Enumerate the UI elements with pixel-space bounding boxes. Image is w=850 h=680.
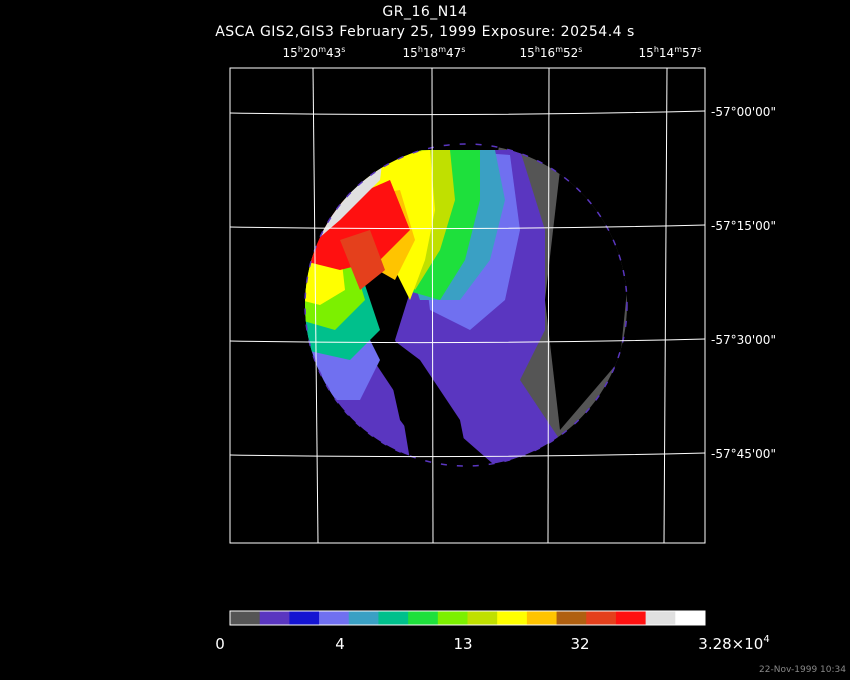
- ra-labels: 15h20m43s 15h18m47s 15h16m52s 15h14m57s: [283, 45, 702, 60]
- ra-value: 52: [563, 46, 578, 60]
- ra-unit: s: [341, 45, 345, 54]
- ra-label: 15h16m52s: [520, 45, 583, 60]
- colorbar-swatch: [437, 611, 468, 625]
- sky-image: [305, 144, 627, 466]
- ra-value: 15: [639, 46, 654, 60]
- title: GR_16_N14: [382, 4, 467, 20]
- ra-unit: h: [418, 45, 423, 54]
- colorbar-swatch: [408, 611, 439, 625]
- image-region: [229, 452, 706, 458]
- ra-unit: h: [535, 45, 540, 54]
- image-region: [663, 67, 668, 544]
- ra-value: 18: [423, 46, 438, 60]
- ra-label: 15h14m57s: [639, 45, 702, 60]
- colorbar-swatch: [467, 611, 498, 625]
- dec-label: -57°00'00": [711, 105, 776, 119]
- timestamp: 22-Nov-1999 10:34: [759, 665, 846, 675]
- colorbar-label: 0: [215, 635, 225, 653]
- colorbar-swatch: [348, 611, 379, 625]
- image-region: [547, 67, 550, 544]
- colorbar-swatch: [230, 611, 261, 625]
- dec-labels: -57°00'00" -57°15'00" -57°30'00" -57°45'00": [711, 105, 776, 461]
- colorbar-swatch: [289, 611, 320, 625]
- ra-value: 20: [303, 46, 318, 60]
- dec-label: -57°15'00": [711, 219, 776, 233]
- ra-label: 15h20m43s: [283, 45, 346, 60]
- colorbar-swatch: [319, 611, 350, 625]
- colorbar-label: 4: [335, 635, 345, 653]
- ra-value: 15: [283, 46, 298, 60]
- colorbar-swatch: [259, 611, 290, 625]
- ra-unit: s: [461, 45, 465, 54]
- colorbar-swatch: [615, 611, 647, 625]
- colorbar-labels: 0 4 13 32 3.28×104: [215, 634, 769, 653]
- image-region: [380, 330, 470, 466]
- ra-unit: h: [298, 45, 303, 54]
- ra-value: 15: [403, 46, 418, 60]
- ra-value: 16: [540, 46, 555, 60]
- image-region: [229, 224, 706, 230]
- colorbar-swatch: [645, 611, 676, 625]
- colorbar-value: 13: [453, 635, 472, 653]
- image-region: [340, 230, 385, 290]
- ra-unit: m: [318, 45, 326, 54]
- image-region: [431, 67, 434, 544]
- ra-unit: h: [654, 45, 659, 54]
- ra-unit: m: [438, 45, 446, 54]
- ra-unit: m: [555, 45, 563, 54]
- image-region: [229, 67, 706, 544]
- colorbar-swatch: [378, 611, 409, 625]
- coordinate-grid: [229, 67, 706, 544]
- dec-label: -57°30'00": [711, 333, 776, 347]
- dec-label: -57°45'00": [711, 447, 776, 461]
- ra-label: 15h18m47s: [403, 45, 466, 60]
- colorbar-label: 32: [570, 635, 589, 653]
- colorbar-frame: [229, 610, 706, 626]
- colorbar-exponent: 4: [763, 634, 769, 645]
- colorbar-label: 3.28×104: [698, 634, 769, 653]
- image-region: [229, 110, 706, 116]
- ra-unit: s: [578, 45, 582, 54]
- ra-value: 15: [520, 46, 535, 60]
- colorbar-label: 13: [453, 635, 472, 653]
- colorbar-swatch: [497, 611, 528, 625]
- ra-value: 43: [326, 46, 341, 60]
- ra-unit: m: [674, 45, 682, 54]
- ra-value: 47: [446, 46, 461, 60]
- ra-value: 57: [682, 46, 697, 60]
- colorbar: [229, 610, 706, 626]
- colorbar-value: 4: [335, 635, 345, 653]
- image-region: [312, 67, 319, 544]
- colorbar-value: 0: [215, 635, 225, 653]
- image-region: [229, 338, 706, 344]
- colorbar-value: 3.28×10: [698, 635, 763, 653]
- image-region: [545, 170, 627, 430]
- colorbar-value: 32: [570, 635, 589, 653]
- colorbar-swatch: [586, 611, 617, 625]
- colorbar-swatch: [526, 611, 558, 625]
- ra-value: 14: [659, 46, 674, 60]
- colorbar-swatch: [556, 611, 587, 625]
- colorbar-swatch: [675, 611, 706, 625]
- ra-unit: s: [697, 45, 701, 54]
- subtitle: ASCA GIS2,GIS3 February 25, 1999 Exposur…: [215, 24, 635, 40]
- image-region: [305, 180, 410, 270]
- disk-edge: [304, 143, 628, 467]
